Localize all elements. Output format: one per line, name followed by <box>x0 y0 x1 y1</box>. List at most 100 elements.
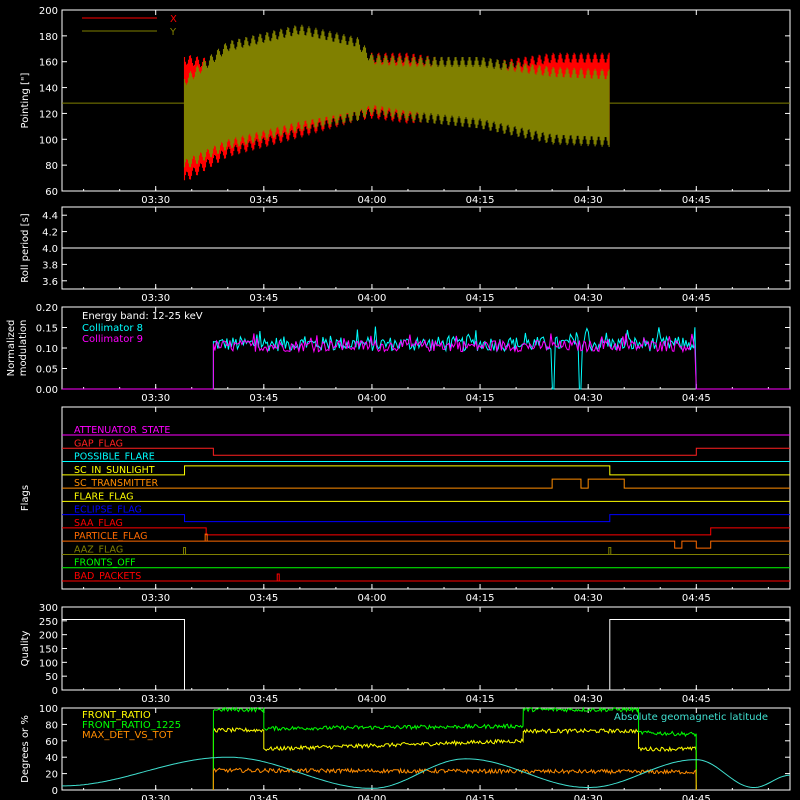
y-axis-label: Quality <box>20 631 31 667</box>
x-tick-label: 03:30 <box>141 593 170 604</box>
y-tick-label: 4.0 <box>42 244 58 255</box>
flag-label: GAP_FLAG <box>74 438 123 449</box>
y-tick-label: 0.05 <box>36 365 58 376</box>
x-tick-label: 04:00 <box>358 694 387 705</box>
x-tick-label: 04:15 <box>466 293 495 304</box>
flag-spike <box>608 546 612 555</box>
x-tick-label: 03:45 <box>249 794 278 800</box>
y-tick-label: 20 <box>45 770 58 781</box>
x-tick-label: 04:45 <box>682 195 711 206</box>
y-tick-label: 100 <box>39 135 58 146</box>
pointing-frame <box>61 9 791 192</box>
x-tick-label: 04:45 <box>682 393 711 404</box>
x-tick-label: 03:45 <box>249 393 278 404</box>
y-tick-label: 4.4 <box>42 211 58 222</box>
flag-line <box>62 514 790 523</box>
y-tick-label: 80 <box>45 161 58 172</box>
x-tick-label: 04:00 <box>358 393 387 404</box>
flag-label: FLARE_FLAG <box>74 491 134 502</box>
x-tick-label: 03:30 <box>141 293 170 304</box>
x-tick-label: 04:00 <box>358 293 387 304</box>
x-tick-label: 04:30 <box>574 393 603 404</box>
flag-line <box>62 465 790 476</box>
quality-panel: 03:30 03:45 04:00 04:15 04:30 04:45 0 50 100 150 2… <box>20 603 791 705</box>
x-tick-label: 04:30 <box>574 694 603 705</box>
flag-label: AAZ_FLAG <box>74 544 123 555</box>
x-tick-label: 04:15 <box>466 393 495 404</box>
flags-frame <box>61 406 791 590</box>
legend-label: MAX_DET_VS_TOT <box>82 730 174 741</box>
x-tick-label: 04:15 <box>466 593 495 604</box>
y-axis-label: Normalized <box>6 320 17 377</box>
x-tick-label: 04:00 <box>358 794 387 800</box>
flag-label: SC_IN_SUNLIGHT <box>74 465 155 476</box>
flag-spike <box>204 533 208 542</box>
y-tick-label: 60 <box>45 187 58 198</box>
flags-panel: 03:30 03:45 04:00 04:15 04:30 04:45 Flags ATTEN… <box>20 406 791 604</box>
y-axis-label: Degrees or % <box>20 715 31 783</box>
flag-label: SAA_FLAG <box>74 518 123 529</box>
y-axis-label: Pointing ["] <box>20 72 31 128</box>
series-max-det-vs-tot <box>212 767 697 791</box>
y-tick-label: 0.15 <box>36 324 58 335</box>
y-tick-label: 80 <box>45 720 58 731</box>
series-front-ratio <box>212 726 697 791</box>
flag-label: FRONTS_OFF <box>74 558 136 569</box>
legend-label-x: X <box>170 14 177 25</box>
y-axis-label: Roll period [s] <box>20 213 31 282</box>
y-tick-label: 200 <box>39 631 58 642</box>
y-tick-label: 3.8 <box>42 260 58 271</box>
legend-title: Energy band: 12-25 keV <box>82 311 203 322</box>
roll-panel: 03:30 03:45 04:00 04:15 04:30 04:45 3.6 3.8 4.0 4… <box>20 206 791 304</box>
x-tick-label: 04:30 <box>574 794 603 800</box>
legend-label: Collimator 9 <box>82 334 143 345</box>
flag-spike <box>183 546 187 555</box>
flag-line <box>62 540 790 549</box>
x-tick-label: 04:15 <box>466 694 495 705</box>
legend-label: FRONT_RATIO_1225 <box>82 720 181 731</box>
x-tick-label: 03:45 <box>249 694 278 705</box>
x-tick-label: 03:30 <box>141 694 170 705</box>
flag-line <box>62 478 790 489</box>
flag-line <box>62 447 790 456</box>
flag-spike <box>276 573 280 581</box>
x-tick-label: 04:00 <box>358 593 387 604</box>
y-tick-label: 160 <box>39 58 58 69</box>
x-tick-label: 03:30 <box>141 195 170 206</box>
modulation-panel: 03:30 03:45 04:00 04:15 04:30 04:45 0.00 0.05 0.… <box>6 303 791 404</box>
y-tick-label: 4.2 <box>42 228 58 239</box>
flag-label: POSSIBLE_FLARE <box>74 452 155 463</box>
series-front-ratio-1225 <box>212 706 697 791</box>
y-tick-label: 0 <box>52 786 58 797</box>
y-tick-label: 3.6 <box>42 277 58 288</box>
legend-label: Collimator 8 <box>82 323 143 334</box>
x-tick-label: 04:30 <box>574 593 603 604</box>
y-tick-label: 0.10 <box>36 344 58 355</box>
y-tick-label: 40 <box>45 753 58 764</box>
y-tick-label: 100 <box>39 658 58 669</box>
x-tick-label: 04:15 <box>466 195 495 206</box>
series-y <box>183 24 610 168</box>
series-collimator-9 <box>62 333 790 390</box>
y-tick-label: 140 <box>39 84 58 95</box>
x-tick-label: 04:45 <box>682 694 711 705</box>
series-absolute-geomagnetic-latitude <box>62 756 791 789</box>
y-tick-label: 50 <box>45 672 58 683</box>
legend-label: Absolute geomagnetic latitude <box>614 712 768 723</box>
y-tick-label: 120 <box>39 109 58 120</box>
y-tick-label: 60 <box>45 737 58 748</box>
x-tick-label: 03:45 <box>249 293 278 304</box>
ratios-frame <box>61 707 791 791</box>
x-tick-label: 04:15 <box>466 794 495 800</box>
legend-label: FRONT_RATIO <box>82 710 151 721</box>
y-tick-label: 180 <box>39 32 58 43</box>
y-axis-label: modulation <box>18 320 29 377</box>
ratios-panel: 03:30 03:45 04:00 04:15 04:30 04:45 0 20 40 60 80 1… <box>20 704 791 800</box>
y-tick-label: 250 <box>39 617 58 628</box>
y-tick-label: 0.20 <box>36 303 58 314</box>
y-tick-label: 0 <box>52 686 58 697</box>
pointing-panel: 03:30 03:45 04:00 04:15 04:30 04:45 60 80 100 120… <box>20 6 791 206</box>
x-tick-label: 04:00 <box>358 195 387 206</box>
flag-label: ECLIPSE_FLAG <box>74 505 142 516</box>
